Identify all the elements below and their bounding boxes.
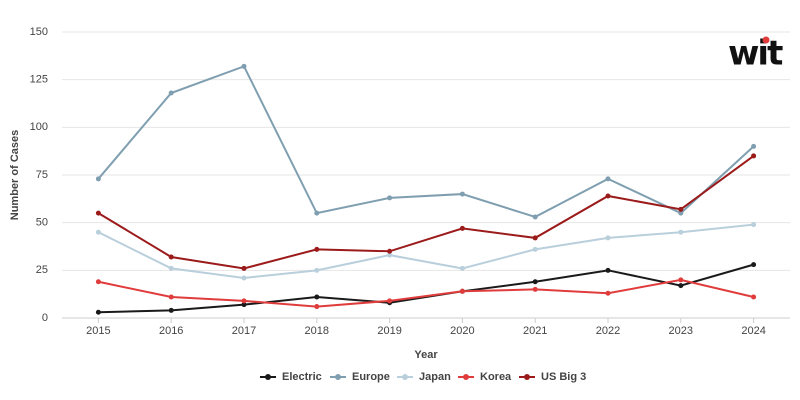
legend-label: Korea [480,371,512,383]
data-point [751,294,757,300]
data-point [532,286,538,292]
legend-marker [265,374,271,380]
y-tick-label: 100 [30,121,48,133]
data-point [459,225,465,231]
data-point [314,304,320,310]
x-tick-label: 2021 [523,325,547,337]
data-point [532,246,538,252]
y-tick-label: 125 [30,74,48,86]
y-axis-title: Number of Cases [9,130,21,220]
data-point [532,214,538,220]
y-tick-label: 0 [42,312,48,324]
y-tick-label: 50 [36,217,48,229]
data-point [678,210,684,216]
data-point [95,309,101,315]
data-point [751,143,757,149]
data-point [241,275,247,281]
series-line [97,155,755,270]
data-point [387,248,393,254]
data-point [241,302,247,308]
data-point [95,176,101,182]
data-point [605,267,611,273]
data-point [168,307,174,313]
y-tick-label: 25 [36,264,48,276]
data-point [605,193,611,199]
data-point [459,265,465,271]
series-line [97,65,755,219]
data-point [751,222,757,228]
data-point [387,298,393,304]
y-tick-label: 75 [36,169,48,181]
data-point [314,294,320,300]
legend-label: Japan [419,371,451,383]
x-tick-label: 2016 [159,325,183,337]
x-tick-label: 2017 [232,325,256,337]
legend-marker [524,374,530,380]
data-point [95,229,101,235]
series-line [98,278,754,308]
data-point [532,235,538,241]
legend-marker [402,374,408,380]
data-point [168,294,174,300]
data-point [168,90,174,96]
data-point [605,235,611,241]
logo-dot [762,36,770,44]
data-point [314,246,320,252]
data-point [605,176,611,182]
legend-label: Electric [282,371,322,383]
data-point [314,210,320,216]
data-point [751,153,757,159]
legend-label: Europe [352,371,390,383]
data-point [168,254,174,260]
data-point [678,283,684,289]
legend-marker [335,374,341,380]
series-line [97,223,754,279]
data-point [678,229,684,235]
legend-marker [463,374,469,380]
x-tick-label: 2019 [377,325,401,337]
data-point [678,206,684,212]
data-point [95,279,101,285]
x-tick-label: 2018 [305,325,329,337]
legend-label: US Big 3 [541,371,586,383]
data-point [678,277,684,283]
data-point [241,265,247,271]
data-point [605,290,611,296]
x-axis-title: Year [414,349,438,361]
data-point [387,195,393,201]
logo: wit [728,34,783,74]
data-point [459,288,465,294]
x-tick-label: 2022 [596,325,620,337]
data-point [241,63,247,69]
x-tick-label: 2015 [86,325,110,337]
data-point [95,210,101,216]
data-point [168,265,174,271]
data-point [241,298,247,304]
y-tick-label: 150 [30,26,48,38]
data-point [314,267,320,273]
data-point [751,262,757,268]
data-point [532,279,538,285]
x-tick-label: 2023 [669,325,693,337]
data-point [459,191,465,197]
x-tick-label: 2024 [741,325,765,337]
data-point [387,252,393,258]
x-tick-label: 2020 [450,325,474,337]
